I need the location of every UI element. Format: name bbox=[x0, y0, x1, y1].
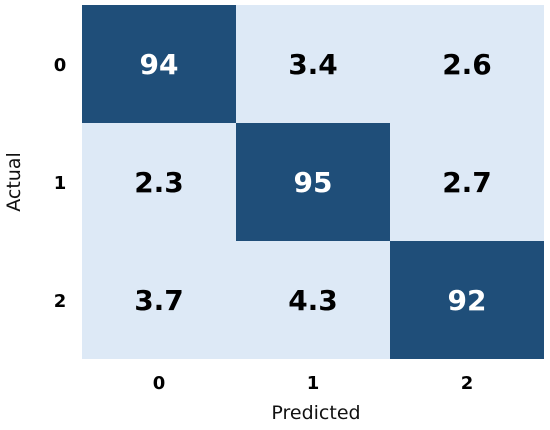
heatmap-cell-1-1 bbox=[236, 123, 390, 241]
cell-value-label-2-0: 3.7 bbox=[134, 284, 184, 317]
heatmap-cell-0-2 bbox=[390, 5, 544, 123]
x-tick-label-1: 1 bbox=[307, 373, 320, 394]
cell-value-label-0-2: 2.6 bbox=[442, 48, 492, 81]
cell-value-label-0-0: 94 bbox=[140, 48, 179, 81]
y-tick-label-0: 0 bbox=[54, 55, 67, 76]
heatmap-cell-2-0 bbox=[82, 241, 236, 359]
y-axis-title: Actual bbox=[3, 152, 25, 212]
heatmap-cells: 94 3.4 2.6 2.3 95 2.7 3.7 4.3 92 bbox=[82, 5, 544, 359]
x-tick-label-2: 2 bbox=[461, 373, 474, 394]
y-tick-label-2: 2 bbox=[54, 291, 67, 312]
cell-value-label-1-0: 2.3 bbox=[134, 166, 184, 199]
y-tick-label-1: 1 bbox=[54, 173, 67, 194]
cell-value-label-1-1: 95 bbox=[294, 166, 333, 199]
heatmap-cell-2-1 bbox=[236, 241, 390, 359]
heatmap-cell-0-1 bbox=[236, 5, 390, 123]
heatmap-cell-2-2 bbox=[390, 241, 544, 359]
cell-value-label-2-2: 92 bbox=[448, 284, 487, 317]
cell-value-label-1-2: 2.7 bbox=[442, 166, 492, 199]
x-axis-ticks: 0 1 2 bbox=[153, 373, 474, 394]
x-tick-label-0: 0 bbox=[153, 373, 166, 394]
cell-value-label-2-1: 4.3 bbox=[288, 284, 338, 317]
cell-value-label-0-1: 3.4 bbox=[288, 48, 338, 81]
x-axis-title: Predicted bbox=[271, 402, 360, 424]
heatmap-cell-0-0 bbox=[82, 5, 236, 123]
y-axis-ticks: 0 1 2 bbox=[54, 55, 67, 312]
heatmap-cell-1-2 bbox=[390, 123, 544, 241]
heatmap-cell-1-0 bbox=[82, 123, 236, 241]
